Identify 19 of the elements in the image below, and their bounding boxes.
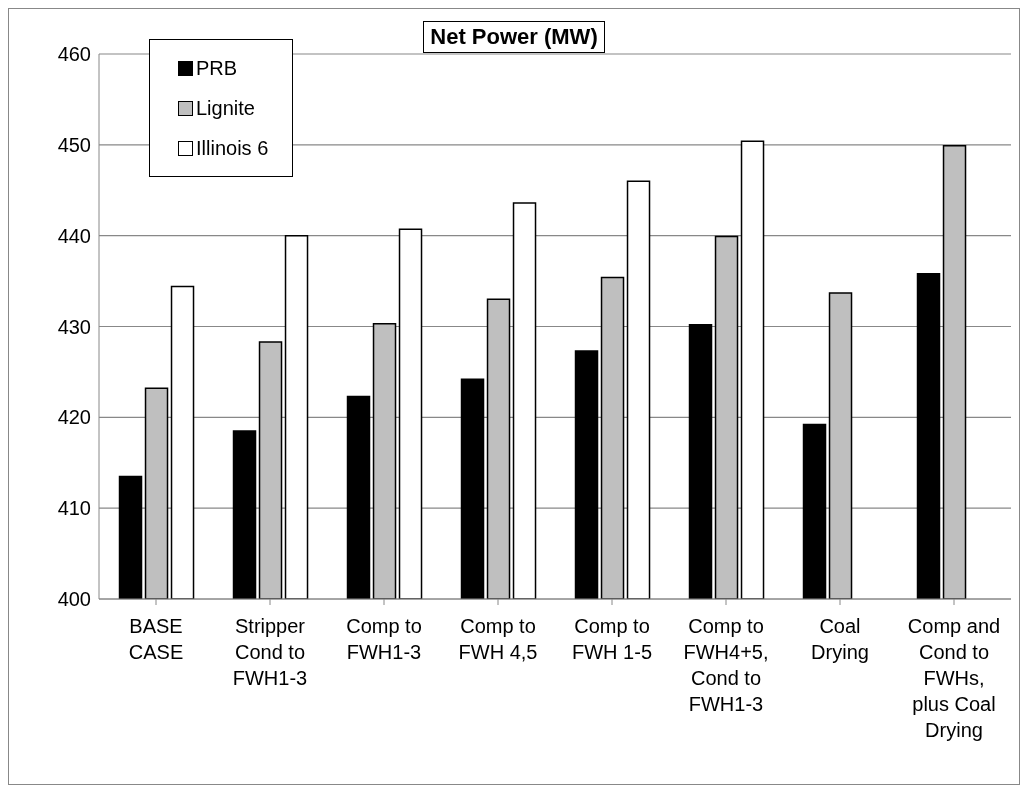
y-tick-label: 430 (57, 315, 91, 338)
x-tick-label: Comp to FWH 4,5 (458, 615, 538, 663)
legend-label: Illinois 6 (196, 136, 269, 160)
y-tick-label: 440 (57, 224, 91, 247)
x-tick-label: Comp to FWH4+5, Cond to FWH1-3 (683, 615, 769, 715)
chart-title: Net Power (MW) (423, 21, 605, 53)
y-tick-label: 450 (57, 133, 91, 156)
y-tick-label: 410 (57, 497, 91, 520)
x-tick-label: Comp and Cond to FWHs, plus Coal Drying (907, 615, 1001, 741)
y-tick-label: 400 (57, 588, 91, 611)
x-tick-label: Comp to FWH1-3 (346, 615, 422, 663)
x-tick-label: Stripper Cond to FWH1-3 (232, 615, 308, 689)
x-tick-label: BASE CASE (128, 615, 184, 663)
legend-label: Lignite (196, 96, 255, 120)
y-tick-label: 420 (57, 406, 91, 429)
x-tick-label: Coal Drying (811, 615, 869, 663)
x-tick-label: Comp to FWH 1-5 (572, 615, 652, 663)
legend-label: PRB (196, 56, 238, 80)
y-tick-label: 460 (57, 43, 91, 66)
